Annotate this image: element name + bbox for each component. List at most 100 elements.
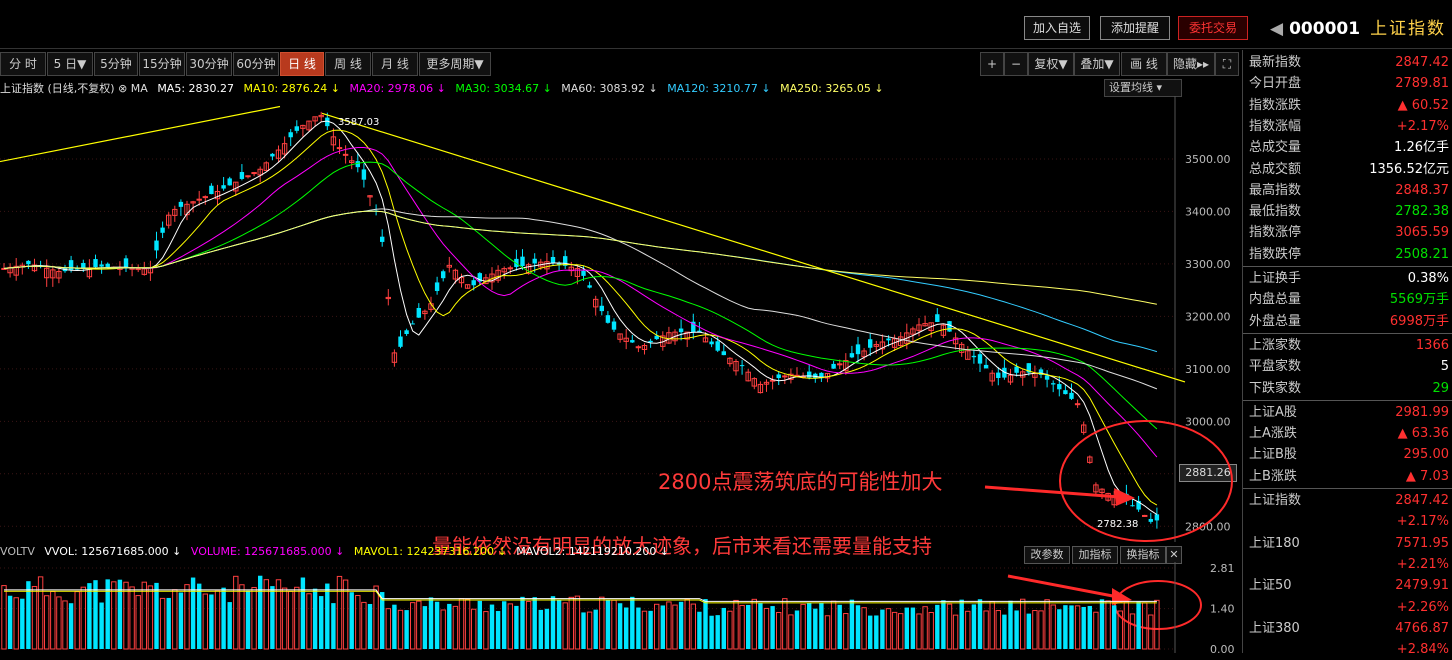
volume-bar [751, 598, 757, 650]
tab-weekly[interactable]: 周 线 [325, 52, 371, 76]
candle-body [416, 307, 421, 318]
tab-5day[interactable]: 5 日▼ [47, 52, 93, 76]
volume-bar [1057, 609, 1062, 649]
volume-bar [520, 596, 525, 649]
quote-value: 3065.59 [1395, 225, 1449, 241]
volume-bar [776, 611, 782, 650]
volume-bar [727, 610, 733, 650]
volume-bar [952, 614, 959, 650]
candle-body [697, 330, 702, 333]
volume-label: VOLUME: 125671685.000 ↓ [190, 545, 345, 558]
volume-bar [159, 597, 166, 650]
volume-bar [410, 602, 416, 650]
zoom-out-button[interactable]: − [1004, 52, 1028, 76]
volume-bar [74, 591, 80, 650]
moving-average-lines [0, 105, 1186, 515]
tab-15min[interactable]: 15分钟 [139, 52, 185, 76]
candle-body [135, 268, 141, 271]
volume-bar [37, 576, 44, 650]
candle-body [684, 331, 690, 340]
candle-body [532, 258, 537, 264]
adjust-dropdown[interactable]: 复权▼ [1028, 52, 1074, 76]
volume-bar [641, 610, 648, 650]
candle-body [544, 261, 550, 270]
quote-label: 最高指数 [1249, 182, 1302, 198]
candle-body [550, 256, 556, 264]
candle-body [648, 340, 653, 343]
hide-panel-button[interactable]: 隐藏▸▸ [1167, 52, 1215, 76]
quote-row: 上证50 2479.91 [1249, 575, 1449, 596]
volume-bar [916, 613, 922, 650]
candle-body [654, 335, 659, 340]
volume-bar [336, 575, 343, 650]
candle-body [288, 132, 293, 138]
candle-body [446, 264, 453, 268]
volume-bar [184, 584, 190, 650]
add-indicator-button[interactable]: 加指标 [1072, 546, 1118, 564]
index-pct: +2.84% [1396, 642, 1449, 658]
candle-body [464, 284, 471, 289]
candle-body [605, 315, 611, 323]
tab-60min[interactable]: 60分钟 [233, 52, 279, 76]
candle-body [422, 310, 428, 315]
mavol1-label: MAVOL1: 124237316.200 ↓ [353, 545, 507, 558]
tab-5min[interactable]: 5分钟 [94, 52, 138, 76]
volume-bar [824, 615, 831, 650]
tab-daily[interactable]: 日 线 [280, 52, 324, 76]
volume-bar [105, 579, 110, 649]
tab-more-periods[interactable]: 更多周期▼ [419, 52, 491, 76]
volume-bar [392, 604, 397, 649]
volume-bar [874, 615, 879, 649]
volume-bar [1014, 610, 1019, 649]
tab-30min[interactable]: 30分钟 [186, 52, 232, 76]
edit-params-button[interactable]: 改参数 [1024, 546, 1070, 564]
candle-body [581, 270, 586, 276]
price-chart[interactable]: 3500.00 3400.00 3300.00 3200.00 3100.00 3000.… [0, 96, 1240, 542]
add-alert-button[interactable]: 添加提醒 [1100, 16, 1170, 40]
quote-value: 1366 [1415, 337, 1449, 353]
swap-indicator-button[interactable]: 换指标 [1120, 546, 1166, 564]
volume-bar [868, 615, 873, 649]
candle-body [196, 198, 202, 201]
volume-chart[interactable]: 2.81 1.40 0.00 [0, 562, 1240, 653]
trade-order-button[interactable]: 委托交易 [1178, 16, 1248, 40]
volume-bar [1, 585, 7, 650]
candle-body [678, 328, 684, 333]
volume-bar [861, 607, 867, 650]
ma-line [3, 129, 1158, 506]
volume-bar [715, 615, 720, 649]
quote-value: 295.00 [1403, 447, 1450, 463]
volume-bar [197, 583, 202, 649]
quote-label: 最新指数 [1249, 55, 1302, 70]
volume-bar [514, 605, 519, 649]
index-pct-row: +2.21% [1249, 554, 1449, 575]
volume-bar [935, 604, 940, 649]
zoom-in-button[interactable]: + [980, 52, 1004, 76]
candle-body [1026, 363, 1031, 373]
back-arrow-icon[interactable]: ◀ [1270, 19, 1284, 39]
ma-settings-dropdown[interactable]: 设置均线 ▾ [1104, 79, 1182, 97]
candle-body [824, 372, 831, 379]
volume-bar [1093, 611, 1099, 650]
volume-bar [202, 593, 209, 650]
volume-bar [178, 592, 184, 649]
quote-row: 最新指数 2847.42 [1249, 52, 1449, 73]
add-watchlist-button[interactable]: 加入自选 [1024, 16, 1090, 40]
tab-intraday[interactable]: 分 时 [0, 52, 46, 76]
fullscreen-icon[interactable]: ⛶ [1215, 52, 1239, 76]
volume-bar [788, 614, 794, 650]
candle-body [202, 196, 209, 199]
volume-bar [630, 596, 635, 649]
candle-body [1074, 403, 1081, 406]
volume-bar [458, 598, 465, 650]
close-indicator-icon[interactable]: ✕ [1166, 546, 1182, 564]
overlay-dropdown[interactable]: 叠加▼ [1074, 52, 1120, 76]
volume-bar [1002, 614, 1007, 649]
tab-monthly[interactable]: 月 线 [372, 52, 418, 76]
volume-bar [233, 575, 239, 650]
volume-bar [1099, 599, 1105, 649]
volume-bar [507, 603, 514, 650]
draw-line-button[interactable]: 画 线 [1121, 52, 1167, 76]
volume-bar [270, 586, 275, 649]
quote-label: 上证指数 [1249, 493, 1302, 508]
